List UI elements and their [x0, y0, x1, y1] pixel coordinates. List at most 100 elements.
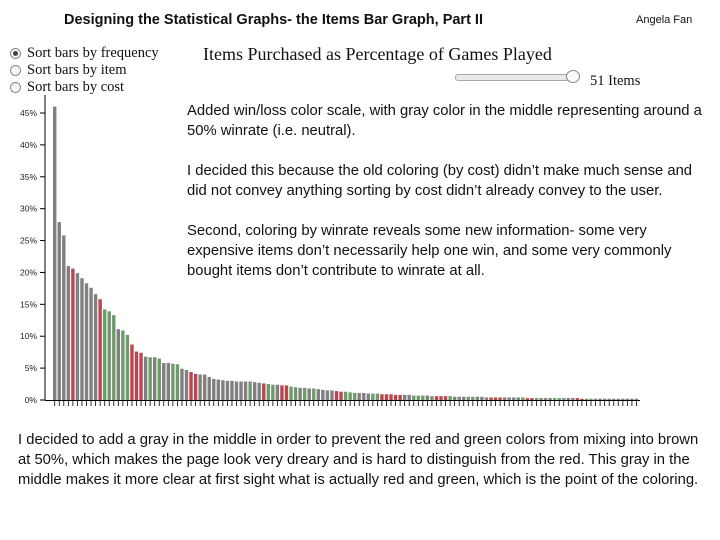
bar-122[interactable]	[602, 398, 607, 400]
bar-1[interactable]	[53, 106, 57, 401]
bar-36[interactable]	[212, 378, 216, 400]
bar-70[interactable]	[366, 393, 371, 400]
bar-68[interactable]	[357, 392, 361, 400]
bar-62[interactable]	[330, 390, 334, 400]
bar-65[interactable]	[343, 391, 348, 400]
bar-25[interactable]	[162, 363, 166, 400]
bar-110[interactable]	[548, 398, 552, 400]
bar-79[interactable]	[407, 394, 411, 400]
bar-3[interactable]	[62, 235, 66, 400]
bar-104[interactable]	[521, 397, 525, 400]
bar-67[interactable]	[352, 392, 357, 400]
bar-53[interactable]	[289, 386, 293, 400]
bar-51[interactable]	[280, 385, 284, 400]
bar-73[interactable]	[380, 394, 384, 400]
bar-74[interactable]	[384, 394, 389, 400]
bar-48[interactable]	[266, 384, 271, 400]
bar-115[interactable]	[571, 398, 575, 400]
bar-27[interactable]	[171, 363, 175, 400]
bar-111[interactable]	[552, 398, 557, 400]
bar-35[interactable]	[207, 377, 211, 400]
bar-42[interactable]	[239, 381, 243, 401]
bar-100[interactable]	[502, 397, 507, 400]
bar-63[interactable]	[334, 391, 339, 400]
bar-91[interactable]	[462, 396, 466, 400]
bar-121[interactable]	[598, 398, 602, 400]
bar-108[interactable]	[539, 398, 543, 400]
bar-20[interactable]	[139, 352, 143, 400]
bar-56[interactable]	[302, 387, 307, 400]
sort-by-item-option[interactable]: Sort bars by item	[10, 62, 159, 79]
bar-31[interactable]	[189, 371, 193, 400]
bar-125[interactable]	[616, 398, 620, 400]
bar-69[interactable]	[362, 392, 366, 400]
bar-22[interactable]	[148, 357, 152, 400]
bar-23[interactable]	[152, 357, 157, 400]
bar-39[interactable]	[225, 380, 230, 400]
bar-12[interactable]	[103, 309, 107, 400]
bar-45[interactable]	[252, 382, 257, 400]
bar-26[interactable]	[166, 363, 171, 400]
bar-83[interactable]	[425, 395, 430, 400]
bar-89[interactable]	[452, 396, 457, 400]
bar-50[interactable]	[275, 384, 280, 400]
bar-57[interactable]	[307, 388, 311, 400]
bar-118[interactable]	[584, 398, 589, 400]
bar-34[interactable]	[202, 374, 207, 400]
bar-58[interactable]	[312, 388, 316, 400]
bar-94[interactable]	[475, 396, 480, 400]
bar-106[interactable]	[530, 398, 534, 400]
bar-88[interactable]	[448, 396, 452, 400]
bar-64[interactable]	[339, 391, 343, 400]
bar-40[interactable]	[230, 380, 234, 400]
radio-frequency-selected[interactable]	[10, 48, 21, 59]
bar-66[interactable]	[348, 392, 352, 400]
bar-113[interactable]	[562, 398, 566, 400]
bar-90[interactable]	[457, 396, 461, 400]
bar-49[interactable]	[271, 384, 275, 400]
bar-112[interactable]	[557, 398, 561, 400]
bar-41[interactable]	[234, 381, 239, 401]
bar-59[interactable]	[316, 389, 321, 400]
bar-54[interactable]	[293, 387, 298, 400]
bar-9[interactable]	[89, 287, 93, 400]
item-count-slider-handle[interactable]	[566, 70, 580, 83]
bar-19[interactable]	[134, 351, 139, 400]
bar-14[interactable]	[112, 315, 116, 400]
bar-72[interactable]	[375, 393, 380, 400]
bar-103[interactable]	[516, 397, 520, 400]
bar-126[interactable]	[621, 398, 625, 400]
sort-by-cost-option[interactable]: Sort bars by cost	[10, 79, 159, 96]
bar-105[interactable]	[525, 398, 530, 400]
bar-120[interactable]	[593, 398, 598, 400]
radio-cost[interactable]	[10, 82, 21, 93]
bar-86[interactable]	[439, 396, 443, 400]
bar-128[interactable]	[630, 398, 634, 400]
bar-60[interactable]	[321, 389, 325, 400]
bar-129[interactable]	[634, 398, 639, 400]
bar-28[interactable]	[175, 364, 180, 400]
bar-18[interactable]	[130, 344, 134, 400]
bar-109[interactable]	[543, 398, 548, 400]
bar-75[interactable]	[389, 394, 393, 400]
bar-5[interactable]	[71, 268, 75, 400]
bar-16[interactable]	[121, 330, 125, 400]
bar-87[interactable]	[443, 396, 448, 400]
bar-17[interactable]	[125, 334, 130, 400]
bar-80[interactable]	[412, 395, 416, 400]
bar-32[interactable]	[193, 373, 198, 400]
bar-77[interactable]	[398, 394, 402, 400]
bar-96[interactable]	[484, 397, 489, 400]
bar-85[interactable]	[434, 396, 439, 400]
bar-11[interactable]	[98, 299, 102, 400]
bar-47[interactable]	[262, 383, 266, 400]
bar-92[interactable]	[466, 396, 470, 400]
bar-44[interactable]	[248, 381, 252, 401]
bar-52[interactable]	[284, 385, 289, 400]
bar-24[interactable]	[157, 358, 161, 400]
bar-55[interactable]	[298, 387, 302, 400]
bar-43[interactable]	[243, 381, 248, 401]
bar-95[interactable]	[480, 396, 484, 400]
bar-33[interactable]	[198, 374, 202, 400]
bar-15[interactable]	[116, 329, 121, 400]
